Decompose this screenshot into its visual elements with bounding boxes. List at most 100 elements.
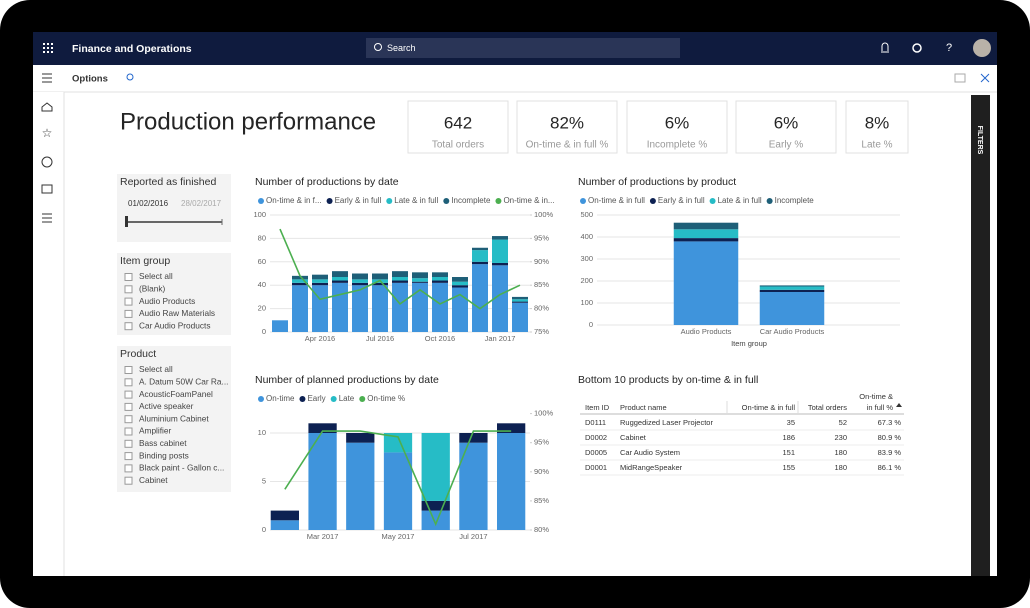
- slicer-option[interactable]: Aluminium Cabinet: [139, 413, 209, 423]
- legend-label[interactable]: Incomplete: [451, 196, 491, 205]
- legend-label[interactable]: On-time: [266, 394, 295, 403]
- legend-label[interactable]: Late & in full: [718, 196, 762, 205]
- home-icon[interactable]: [41, 102, 53, 112]
- checkbox[interactable]: [124, 402, 133, 411]
- column-header[interactable]: in full %: [867, 403, 894, 412]
- legend-label[interactable]: Late: [339, 394, 355, 403]
- bar-segment: [383, 433, 413, 453]
- close-icon[interactable]: [980, 73, 990, 83]
- y2-tick-label: 85%: [534, 496, 549, 505]
- app-launcher[interactable]: [43, 43, 53, 53]
- checkbox[interactable]: [124, 476, 133, 485]
- date-from[interactable]: 01/02/2016: [128, 199, 169, 208]
- y2-tick-label: 90%: [534, 467, 549, 476]
- x-tick-label: Jan 2017: [485, 334, 516, 343]
- settings-icon[interactable]: [912, 43, 922, 53]
- slicer-option[interactable]: A. Datum 50W Car Ra...: [139, 376, 228, 386]
- search-box[interactable]: [366, 38, 680, 58]
- kpi-value: 6%: [774, 113, 799, 132]
- legend-label[interactable]: Early & in full: [658, 196, 705, 205]
- bar-segment: [312, 279, 328, 283]
- bar-segment: [673, 229, 739, 239]
- bar-segment: [352, 273, 368, 280]
- legend-label[interactable]: On-time %: [367, 394, 405, 403]
- slicer-option[interactable]: Bass cabinet: [139, 438, 187, 448]
- checkbox[interactable]: [124, 297, 133, 306]
- checkbox[interactable]: [124, 366, 133, 374]
- checkbox[interactable]: [124, 309, 133, 318]
- kpi-label: Incomplete %: [647, 140, 708, 151]
- table-cell: 83.9 %: [878, 448, 902, 457]
- bar-segment: [673, 222, 739, 230]
- slicer-option[interactable]: Active speaker: [139, 401, 194, 411]
- y-tick-label: 60: [258, 257, 266, 266]
- date-range-handle[interactable]: [125, 216, 128, 227]
- bar-segment: [421, 500, 450, 511]
- bar-segment: [352, 279, 368, 283]
- legend-label[interactable]: Late & in full: [394, 196, 438, 205]
- slicer-option[interactable]: Black paint - Gallon c...: [139, 463, 224, 473]
- bar-segment: [372, 285, 388, 332]
- legend-marker: [386, 198, 393, 204]
- bar-segment: [352, 285, 368, 332]
- slicer-option[interactable]: Amplifier: [139, 426, 172, 436]
- checkbox[interactable]: [124, 285, 133, 294]
- y-tick-label: 400: [580, 232, 593, 241]
- slicer-option[interactable]: (Blank): [139, 283, 166, 293]
- slicer-option[interactable]: AcousticFoamPanel: [139, 389, 213, 399]
- checkbox[interactable]: [124, 378, 133, 387]
- checkbox[interactable]: [124, 390, 133, 399]
- checkbox[interactable]: [124, 322, 133, 331]
- date-to[interactable]: 28/02/2017: [181, 199, 222, 208]
- modules-icon[interactable]: [42, 213, 52, 223]
- legend-label[interactable]: On-time & in f...: [266, 196, 322, 205]
- checkbox[interactable]: [124, 427, 133, 436]
- checkbox[interactable]: [124, 273, 133, 281]
- slicer-option[interactable]: Cabinet: [139, 475, 168, 485]
- slicer-option[interactable]: Audio Raw Materials: [139, 308, 215, 318]
- bar-segment: [472, 250, 488, 262]
- help-icon[interactable]: ?: [946, 42, 952, 54]
- legend-label[interactable]: On-time & in full: [588, 196, 645, 205]
- checkbox[interactable]: [124, 415, 133, 424]
- slicer-option[interactable]: Audio Products: [139, 296, 195, 306]
- menu-icon[interactable]: [42, 73, 52, 83]
- filters-pane[interactable]: [971, 95, 990, 576]
- legend-label[interactable]: On-time & in...: [503, 196, 554, 205]
- sort-indicator[interactable]: [896, 403, 902, 407]
- x-tick-label: Jul 2016: [366, 334, 394, 343]
- column-header[interactable]: On-time & in full: [742, 403, 796, 412]
- legend-label[interactable]: Early & in full: [335, 196, 382, 205]
- find-icon[interactable]: [126, 73, 134, 81]
- slicer-option[interactable]: Select all: [139, 271, 173, 281]
- notifications-icon[interactable]: [881, 42, 889, 53]
- column-header[interactable]: Total orders: [808, 403, 847, 412]
- bar-segment: [421, 433, 450, 501]
- y2-tick-label: 80%: [534, 304, 549, 313]
- column-header[interactable]: Product name: [620, 403, 667, 412]
- user-avatar[interactable]: [973, 39, 991, 57]
- bar-segment: [332, 280, 348, 283]
- options-button[interactable]: Options: [72, 74, 108, 85]
- legend-label[interactable]: Early: [307, 394, 325, 403]
- bar-segment: [759, 285, 825, 287]
- legend-label[interactable]: Incomplete: [775, 196, 815, 205]
- table-cell: MidRangeSpeaker: [620, 463, 683, 472]
- favorites-icon[interactable]: ☆: [42, 126, 53, 140]
- checkbox[interactable]: [124, 464, 133, 473]
- slicer-option[interactable]: Select all: [139, 364, 173, 374]
- column-header[interactable]: On-time &: [859, 392, 893, 401]
- popout-icon[interactable]: [954, 73, 966, 83]
- checkbox[interactable]: [124, 452, 133, 461]
- slicer-option[interactable]: Car Audio Products: [139, 320, 210, 330]
- table-cell: 230: [834, 433, 847, 442]
- slicer-option[interactable]: Binding posts: [139, 450, 189, 460]
- kpi-value: 82%: [550, 113, 584, 132]
- checkbox[interactable]: [124, 439, 133, 448]
- bar-segment: [452, 281, 468, 286]
- table-title: Bottom 10 products by on-time & in full: [578, 374, 758, 386]
- workspaces-icon[interactable]: [41, 184, 53, 194]
- recent-icon[interactable]: [41, 156, 53, 168]
- column-header[interactable]: Item ID: [585, 403, 610, 412]
